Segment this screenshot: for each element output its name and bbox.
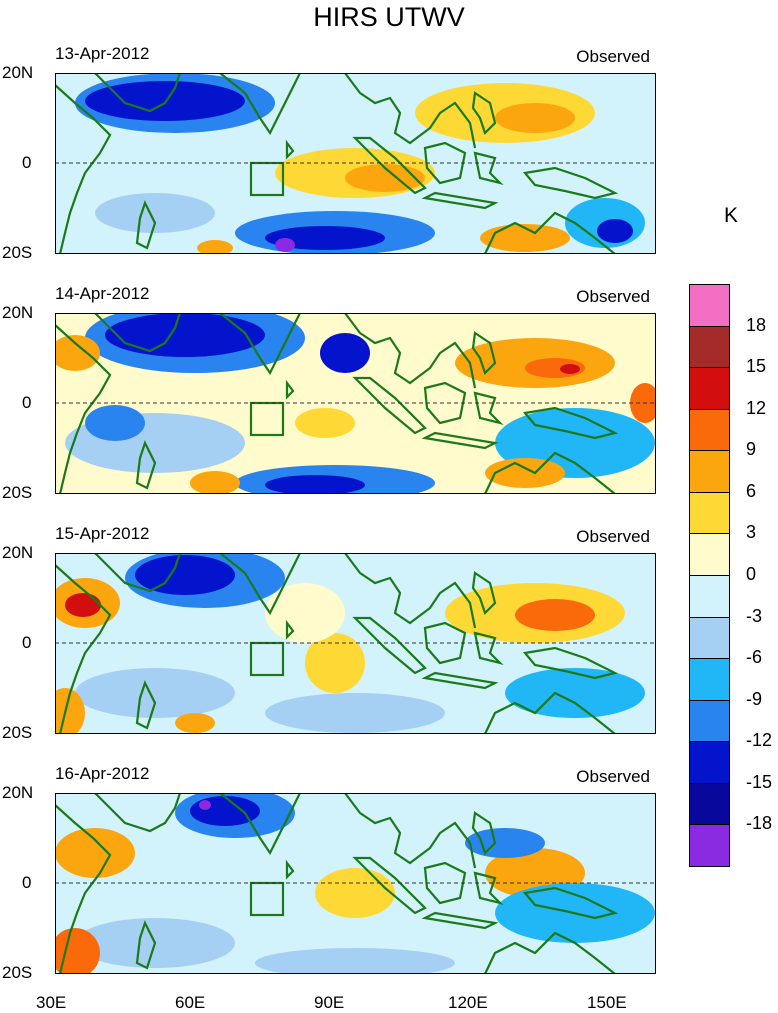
ylabel-p4-20n: 20N [2,783,34,802]
colorbar-tick-label: 0 [746,564,757,584]
panel-date-2: 14-Apr-2012 [55,284,150,303]
ylabel-p1-0: 0 [22,153,32,172]
colorbar-tick-label: 15 [746,356,767,377]
colorbar-cell [689,450,730,493]
colorbar-cell [689,616,730,660]
colorbar-tick-label: -6 [746,647,763,668]
colorbar-cell [689,575,730,618]
map-panel-1: 13-Apr-2012 Observed [55,44,656,254]
colorbar-cell [689,533,730,576]
anomaly-map-2 [55,313,656,494]
xlabel-120e: 120E [448,993,488,1012]
ylabel-p4-0: 0 [22,873,32,892]
panel-date-4: 16-Apr-2012 [55,764,150,783]
colorbar-tick-label: 12 [746,397,767,418]
xlabel-90e: 90E [314,993,345,1012]
panel-label-3: Observed [576,527,650,546]
ylabel-p3-20s: 20S [2,723,33,742]
anomaly-map-4 [55,793,656,974]
ylabel-p2-20s: 20S [2,483,33,502]
map-panel-4: 16-Apr-2012 Observed [55,764,656,974]
colorbar-tick-label: 6 [746,480,757,501]
colorbar-tick-label: -15 [746,771,773,792]
colorbar-tick-label: -12 [746,730,773,751]
ylabel-p2-0: 0 [22,393,32,412]
colorbar-cell [689,699,730,743]
panel-label-4: Observed [576,767,650,786]
colorbar-units: K [724,204,739,227]
ylabel-p1-20n: 20N [2,63,34,82]
ylabel-p3-0: 0 [22,633,32,652]
xlabel-60e: 60E [175,993,206,1012]
colorbar [689,284,731,867]
colorbar-tick-label: -18 [746,813,773,834]
anomaly-map-3 [55,553,656,734]
colorbar-cell [689,824,730,867]
map-panel-2: 14-Apr-2012 Observed [55,284,656,494]
colorbar-cell [689,284,730,327]
colorbar-cell [689,782,730,826]
colorbar-cell [689,658,730,701]
panel-label-2: Observed [576,287,650,306]
colorbar-tick-label: 3 [746,522,757,543]
colorbar-cell [689,741,730,784]
panel-date-3: 15-Apr-2012 [55,524,150,543]
anomaly-map-1 [55,73,656,254]
panel-label-1: Observed [576,47,650,66]
ylabel-p3-20n: 20N [2,543,34,562]
colorbar-tick-label: -9 [746,688,763,709]
map-panel-3: 15-Apr-2012 Observed [55,524,656,734]
colorbar-cell [689,367,730,410]
colorbar-tick-label: -3 [746,605,763,626]
colorbar-cell [689,491,730,535]
ylabel-p1-20s: 20S [2,243,33,262]
colorbar-tick-label: 18 [746,314,767,335]
colorbar-tick-label: 9 [746,439,757,460]
colorbar-cell [689,325,730,369]
xlabel-150e: 150E [587,993,627,1012]
ylabel-p4-20s: 20S [2,963,33,982]
panel-date-1: 13-Apr-2012 [55,44,150,63]
colorbar-cell [689,408,730,452]
ylabel-p2-20n: 20N [2,303,34,322]
chart-title: HIRS UTWV [313,2,465,32]
xlabel-30e: 30E [36,993,67,1012]
